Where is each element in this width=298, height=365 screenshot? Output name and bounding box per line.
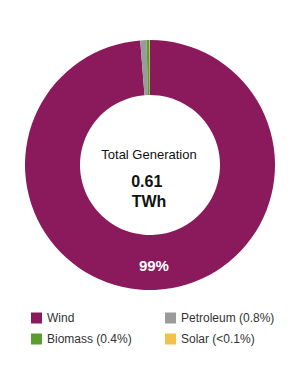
svg-text:Solar (<0.1%): Solar (<0.1%): [181, 332, 255, 346]
svg-text:0.61: 0.61: [131, 173, 167, 190]
svg-text:99%: 99%: [139, 257, 169, 274]
svg-text:TWh: TWh: [132, 193, 167, 210]
svg-text:Petroleum (0.8%): Petroleum (0.8%): [181, 311, 274, 325]
svg-text:Total Generation: Total Generation: [101, 147, 196, 162]
svg-text:Wind: Wind: [47, 311, 74, 325]
svg-text:Biomass (0.4%): Biomass (0.4%): [47, 332, 132, 346]
